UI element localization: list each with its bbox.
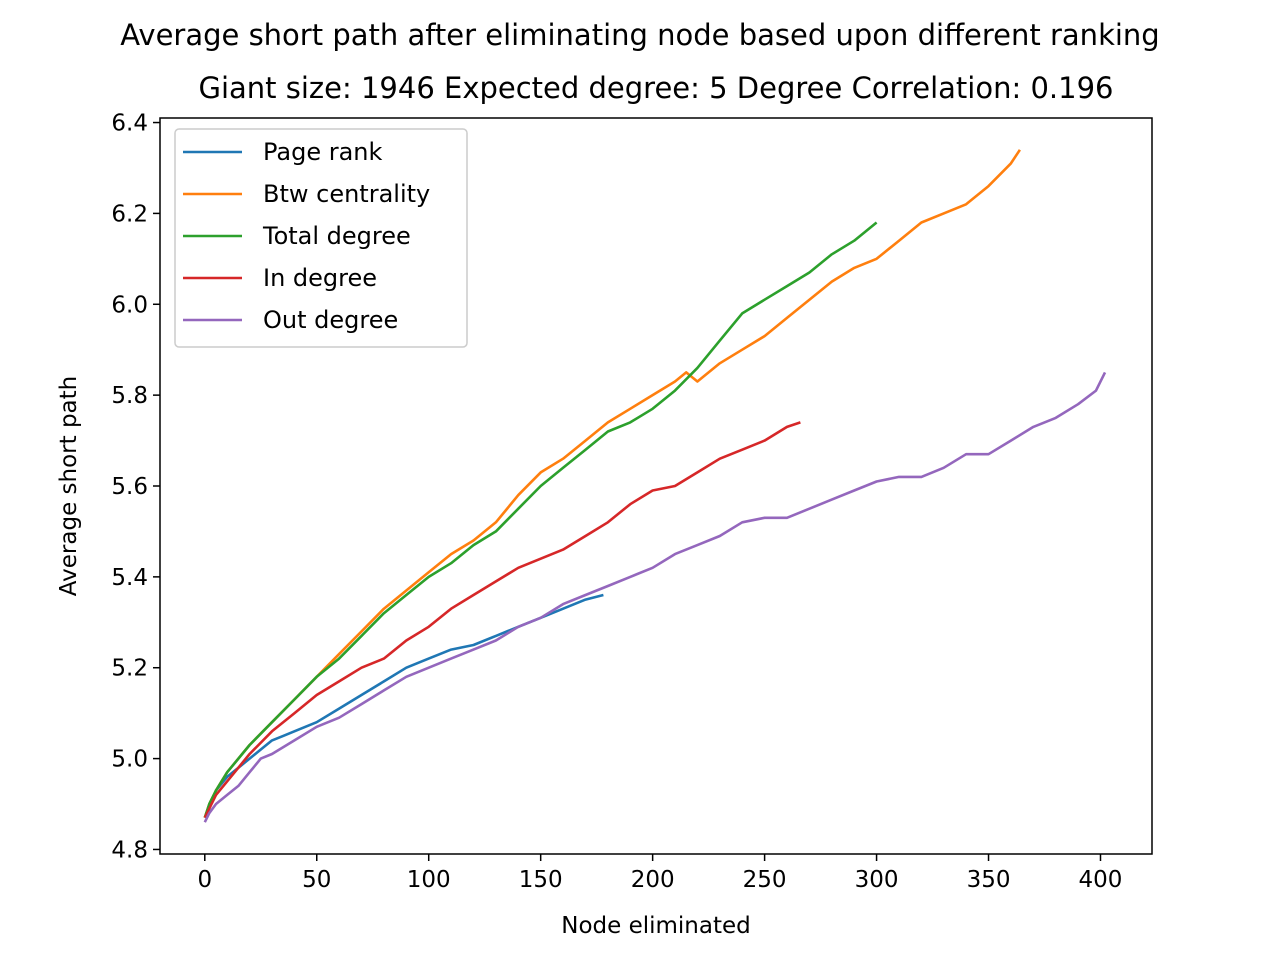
y-axis-label: Average short path [56,376,82,596]
plot-frame [159,117,1153,855]
y-tick-label: 5.8 [111,383,148,409]
series-line-in-degree [203,421,801,819]
x-tick-label: 400 [1079,867,1123,893]
series-line-out-degree [203,371,1107,823]
chart-title: Average short path after eliminating nod… [120,18,1159,52]
chart-subtitle: Giant size: 1946 Expected degree: 5 Degr… [198,71,1113,105]
y-tick-label: 4.8 [111,837,148,863]
x-tick-label: 50 [302,867,331,893]
x-tick-label: 100 [407,867,451,893]
legend-box [174,128,468,348]
x-tick-label: 200 [631,867,675,893]
series-line-page-rank [203,593,604,819]
legend-label: Btw centrality [263,180,430,208]
x-tick-label: 0 [197,867,212,893]
y-tick-label: 5.6 [111,474,148,500]
y-tick-label: 6.2 [111,201,148,227]
x-tick-label: 150 [519,867,563,893]
y-tick-label: 5.0 [111,747,148,773]
axes: 0 50 100 150 200 250 300 350 400 4.8 5.0 5.2 5.4 5.6 5… [111,111,1122,893]
series-line-total-degree [203,221,878,819]
legend: Page rank Btw centrality Total degree In de… [174,128,468,348]
x-tick-label: 300 [855,867,899,893]
plot-area [203,149,1107,823]
legend-label: Page rank [263,138,383,166]
y-tick-label: 5.2 [111,656,148,682]
y-tick-label: 6.4 [111,111,148,137]
legend-label: Total degree [262,222,411,250]
y-tick-label: 5.4 [111,565,148,591]
x-axis-label: Node eliminated [561,913,751,939]
y-tick-label: 6.0 [111,292,148,318]
x-tick-label: 250 [743,867,787,893]
x-tick-label: 350 [967,867,1011,893]
legend-label: Out degree [263,306,398,334]
legend-label: In degree [263,264,377,292]
